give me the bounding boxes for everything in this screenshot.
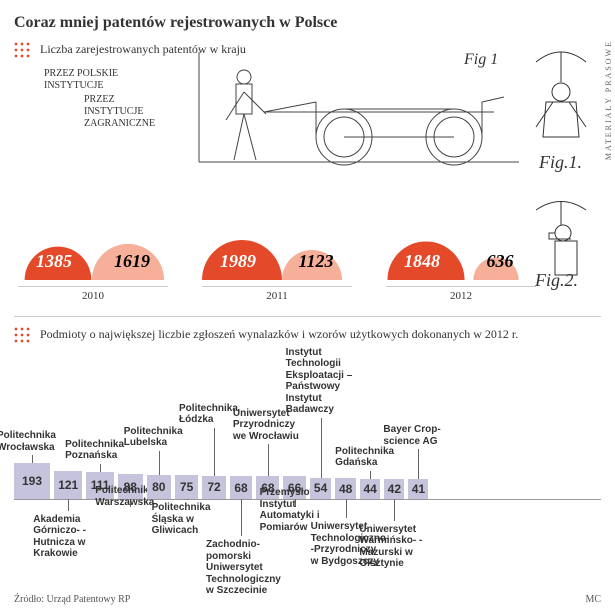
semicircle-row: 1385 1619 2010 1989 1123 2011 1848 636 2012 (18, 208, 601, 302)
entity-leader-line (32, 455, 33, 463)
entity-box: 48Uniwersytet Technologiczno- -Przyrodni… (335, 478, 356, 499)
value-light: 1123 (280, 251, 352, 272)
value-light: 636 (464, 251, 536, 272)
entity-label: Akademia Górniczo- -Hutnicza w Krakowie (33, 514, 103, 560)
fig2-label: Fig.2. (535, 270, 578, 291)
entity-box: 41Bayer Crop- science AG (408, 479, 428, 499)
entity-label: Politechnika Śląska w Gliwicach (152, 502, 222, 537)
entity-leader-line (268, 444, 269, 476)
series-light-label: PRZEZ INSTYTUCJE ZAGRANICZNE (84, 94, 174, 130)
page-title: Coraz mniej patentów rejestrowanych w Po… (14, 14, 601, 32)
dotted-icon (14, 42, 32, 60)
entity-leader-line (214, 428, 215, 476)
entity-leader-line (159, 451, 160, 475)
side-credit: MATERIAŁY PRASOWE (604, 40, 613, 160)
value-dark: 1385 (18, 251, 90, 272)
entity-label: Politechnika Wrocławska (0, 430, 67, 453)
entity-leader-line (100, 464, 101, 472)
entity-box: 54Instytut Technologii Eksploatacji – Pa… (310, 478, 331, 499)
entities-chart: 193Politechnika Wrocławska121Akademia Gó… (14, 353, 601, 583)
entity-box: 72Politechnika Łódzka (202, 476, 225, 499)
dotted-icon-2 (14, 327, 32, 345)
subtitle-2: Podmioty o największej liczbie zgłoszeń … (40, 327, 518, 345)
entity-leader-line (321, 418, 322, 478)
entity-label: Instytut Technologii Eksploatacji – Pańs… (286, 347, 356, 416)
entity-label: Politechnika Gdańska (335, 446, 405, 469)
entity-leader-line (370, 471, 371, 479)
entity-leader-line (418, 449, 419, 479)
entity-box: 80Politechnika Lubelska (147, 475, 171, 499)
entity-label: Politechnika Lubelska (124, 426, 194, 449)
entity-box: 42Uniwersytet Warmińsko- -Mazurski w Ols… (384, 479, 404, 499)
year-group-2012: 1848 636 2012 (386, 208, 536, 302)
entity-label: Zachodnio- pomorski Uniwersytet Technolo… (206, 539, 276, 597)
entity-box: 193Politechnika Wrocławska (14, 463, 50, 499)
year-label: 2010 (18, 286, 168, 302)
series-dark-label: PRZEZ POLSKIE INSTYTUCJE (44, 68, 124, 92)
value-dark: 1848 (386, 251, 458, 272)
entity-box: 68Zachodnio- pomorski Uniwersytet Techno… (230, 476, 253, 499)
entity-box: 88Politechnika Warszawska (118, 474, 143, 499)
svg-text:Fig 1: Fig 1 (463, 51, 498, 68)
year-label: 2011 (202, 286, 352, 302)
value-dark: 1989 (202, 251, 274, 272)
entity-box: 44Politechnika Gdańska (360, 479, 380, 499)
patent-drawing: Fig 1 (194, 42, 524, 192)
entity-label: Uniwersytet Warmińsko- -Mazurski w Olszt… (359, 524, 429, 570)
entity-label: Bayer Crop- science AG (383, 424, 453, 447)
value-light: 1619 (96, 251, 168, 272)
year-group-2010: 1385 1619 2010 (18, 208, 168, 302)
divider (14, 316, 601, 317)
fig1-label: Fig.1. (539, 152, 582, 173)
source-footer: Źródło: Urząd Patentowy RP (14, 594, 130, 605)
year-label: 2012 (386, 286, 536, 302)
year-group-2011: 1989 1123 2011 (202, 208, 352, 302)
entity-box: 75Politechnika Śląska w Gliwicach (175, 475, 199, 499)
entity-box: 66Przemysłowy Instytut Automatyki i Pomi… (283, 476, 306, 499)
top-region: Liczba zarejestrowanych patentów w kraju… (14, 42, 601, 202)
entity-box: 121Akademia Górniczo- -Hutnicza w Krakow… (54, 471, 82, 499)
mc-label: MC (585, 594, 601, 605)
